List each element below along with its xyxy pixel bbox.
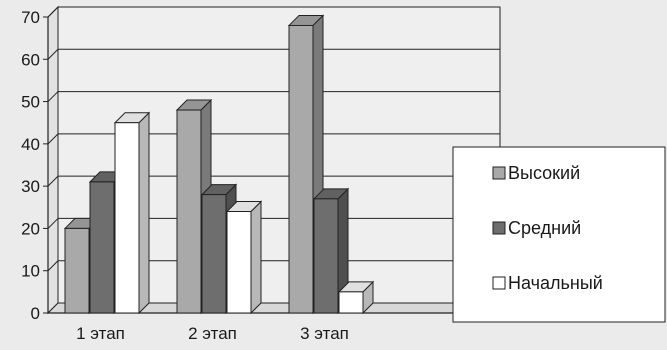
legend-swatch	[492, 221, 506, 235]
y-tick-label: 10	[21, 262, 40, 281]
y-tick-label: 50	[21, 93, 40, 112]
legend-box	[452, 146, 666, 323]
gridline-diagonal	[47, 91, 59, 102]
x-tick-label: 1 этап	[76, 324, 125, 343]
bar-front	[89, 181, 115, 314]
legend-label: Высокий	[508, 163, 580, 183]
bar	[337, 280, 375, 315]
gridline-diagonal	[47, 260, 59, 272]
bar-front	[288, 24, 314, 314]
bar-side	[250, 200, 262, 315]
bar-front	[114, 122, 140, 314]
y-tick-label: 40	[21, 135, 40, 154]
bar-front	[226, 211, 252, 314]
y-tick-label: 20	[21, 219, 40, 238]
gridline-diagonal	[47, 48, 59, 60]
bars	[63, 14, 375, 315]
gridline-diagonal	[47, 175, 59, 187]
bar-side	[138, 111, 150, 315]
x-axis-labels: 1 этап 2 этап 3 этап	[76, 324, 349, 343]
bar-front	[313, 198, 339, 314]
bar-front	[338, 291, 364, 314]
legend-swatch	[492, 166, 506, 180]
y-tick-label: 0	[31, 304, 40, 323]
legend: Высокий Средний Начальный	[452, 146, 666, 323]
legend-swatch	[492, 276, 506, 290]
y-tick-label: 60	[21, 50, 40, 69]
x-tick-label: 2 этап	[188, 324, 237, 343]
y-tick-label: 30	[21, 177, 40, 196]
gridline-diagonal	[47, 133, 59, 145]
side-wall	[47, 5, 59, 315]
bar-front	[201, 194, 227, 314]
bar-front	[176, 109, 202, 314]
gridline-diagonal	[47, 218, 59, 229]
bar-front	[64, 227, 90, 314]
legend-label: Начальный	[508, 273, 603, 293]
bar	[225, 200, 263, 315]
bar	[113, 111, 151, 315]
gridline-diagonal	[47, 6, 59, 18]
bar	[312, 187, 350, 315]
x-tick-label: 3 этап	[300, 324, 349, 343]
legend-label: Средний	[508, 218, 581, 238]
y-tick-label: 70	[21, 8, 40, 27]
